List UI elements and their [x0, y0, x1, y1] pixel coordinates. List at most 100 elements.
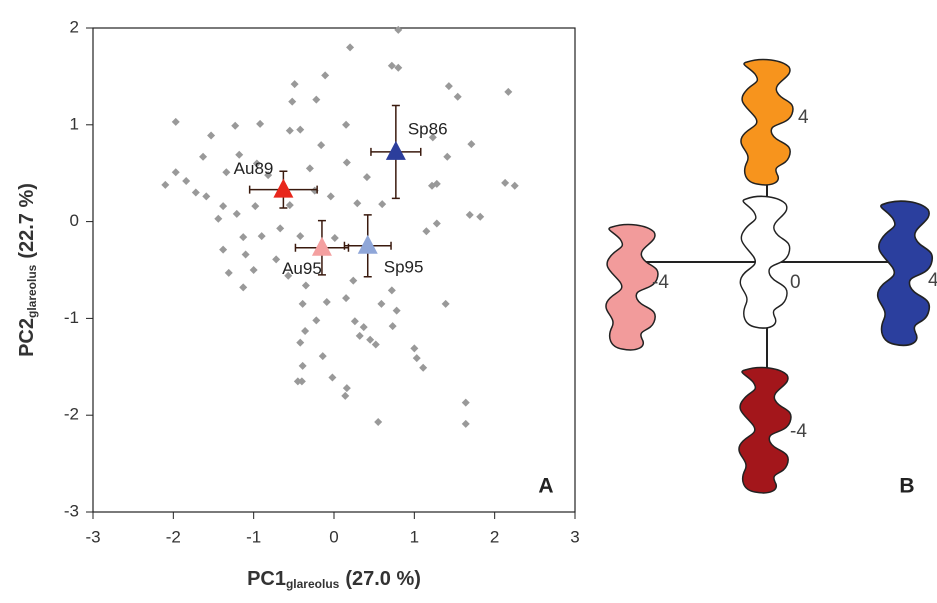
- panel-label: B: [899, 475, 914, 498]
- point: [432, 219, 441, 228]
- point: [476, 212, 485, 221]
- point: [371, 340, 380, 349]
- group-mean: [273, 178, 294, 198]
- point: [444, 82, 453, 91]
- point: [366, 335, 375, 344]
- point: [453, 92, 462, 101]
- point: [350, 317, 359, 326]
- point: [410, 344, 419, 353]
- point: [239, 283, 248, 292]
- point: [251, 202, 260, 211]
- point: [288, 97, 297, 106]
- group-mean: [385, 140, 406, 160]
- point: [222, 168, 231, 177]
- x-tick-label: -2: [166, 527, 181, 546]
- point: [239, 233, 248, 242]
- point: [422, 227, 431, 236]
- point: [412, 354, 421, 363]
- point: [290, 80, 299, 89]
- point: [318, 352, 327, 361]
- point: [249, 266, 258, 274]
- point: [296, 232, 305, 241]
- point: [301, 326, 310, 335]
- point: [387, 61, 396, 70]
- point: [342, 158, 351, 167]
- y-axis-label: PC2glareolus (22.7 %): [16, 183, 39, 357]
- point: [388, 322, 397, 331]
- point: [362, 173, 371, 182]
- point: [199, 152, 208, 161]
- point: [328, 373, 337, 382]
- point: [341, 391, 350, 400]
- group-mean: [311, 236, 332, 256]
- point: [224, 268, 233, 277]
- point: [504, 87, 513, 96]
- y-tick-label: 0: [70, 211, 79, 230]
- point: [296, 125, 305, 134]
- point: [377, 299, 386, 308]
- shape-right: [876, 200, 934, 347]
- point: [207, 131, 216, 140]
- point: [219, 245, 228, 254]
- point: [285, 201, 294, 210]
- point: [419, 363, 428, 372]
- x-tick-label: -1: [246, 527, 261, 546]
- y-label-rest: (22.7 %): [16, 183, 38, 259]
- point: [392, 306, 401, 315]
- diagram-label: 4: [798, 107, 809, 128]
- point: [443, 152, 452, 161]
- group-label: Sp86: [408, 119, 448, 138]
- point: [191, 188, 200, 197]
- point: [322, 297, 331, 306]
- point: [171, 117, 180, 126]
- point: [285, 126, 294, 135]
- point: [374, 417, 383, 426]
- point: [256, 119, 265, 128]
- point: [353, 199, 362, 208]
- shape-left: [605, 223, 659, 351]
- point: [231, 121, 240, 130]
- y-tick-label: -3: [64, 501, 79, 520]
- point: [312, 316, 321, 325]
- y-label-main: PC2: [16, 318, 38, 357]
- point: [387, 286, 396, 295]
- point: [349, 276, 358, 285]
- y-tick-label: 1: [70, 114, 79, 133]
- plot-frame: [92, 27, 576, 513]
- point: [510, 181, 519, 190]
- point: [298, 299, 307, 308]
- point: [214, 214, 223, 223]
- x-tick-label: 1: [410, 527, 419, 546]
- point: [219, 202, 228, 211]
- group-label: Sp95: [384, 257, 424, 276]
- diagram-label: -4: [652, 272, 669, 293]
- point: [378, 200, 387, 209]
- point: [394, 25, 403, 34]
- point: [264, 171, 273, 180]
- point: [428, 133, 437, 142]
- x-label-main: PC1: [247, 568, 286, 590]
- group-mean: [357, 234, 378, 254]
- x-tick-label: 3: [570, 527, 579, 546]
- group-label: Au95: [282, 259, 322, 278]
- x-label-sub: glareolus: [286, 577, 340, 591]
- group-label: Au89: [234, 159, 274, 178]
- point: [346, 43, 355, 52]
- point: [342, 384, 351, 393]
- point: [272, 255, 281, 264]
- point: [235, 150, 244, 159]
- diagram-label: 0: [790, 272, 801, 293]
- point: [342, 120, 351, 129]
- point: [461, 398, 470, 407]
- point: [301, 281, 310, 290]
- point: [293, 377, 302, 386]
- point: [461, 419, 470, 428]
- point: [441, 299, 450, 308]
- diagram: 4 -4 0 4 -4 B: [605, 58, 937, 498]
- shape-top: [740, 58, 794, 186]
- y-tick-label: 2: [70, 17, 79, 36]
- panel-label: A: [538, 475, 553, 498]
- point: [305, 164, 314, 173]
- diagram-label: 4: [928, 270, 937, 291]
